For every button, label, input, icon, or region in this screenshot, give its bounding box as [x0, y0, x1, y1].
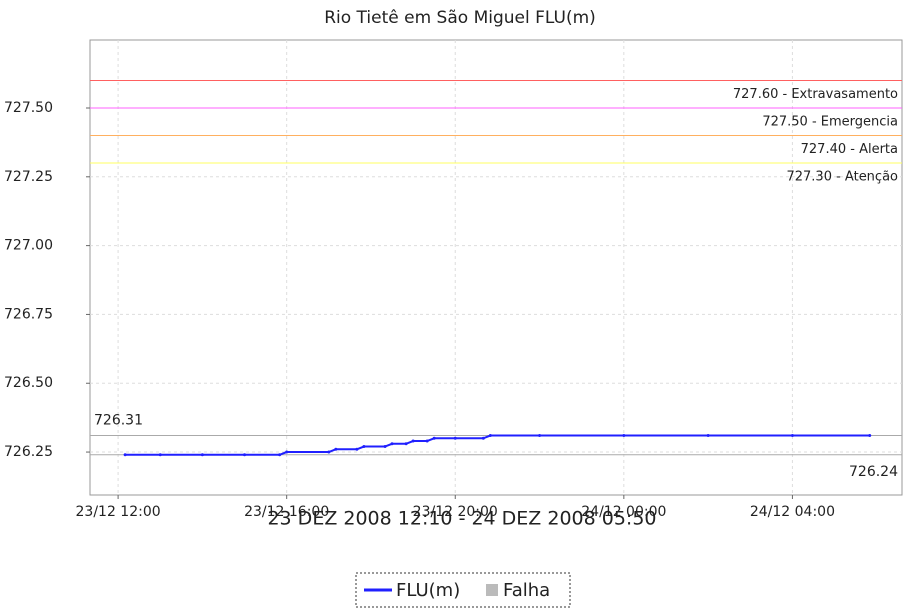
threshold-label: 727.60 - Extravasamento — [733, 87, 898, 102]
data-point — [481, 436, 485, 440]
chart-subtitle: 23 DEZ 2008 12:10 - 24 DEZ 2008 05:50 — [267, 508, 656, 530]
x-tick-label: 24/12 04:00 — [750, 504, 835, 520]
data-point — [432, 436, 436, 440]
y-tick-label: 726.75 — [4, 306, 53, 322]
threshold-label: 727.40 - Alerta — [801, 142, 898, 157]
data-point — [390, 442, 394, 446]
data-point — [158, 453, 162, 457]
x-tick-label: 24/12 00:00 — [581, 504, 666, 520]
legend-label: Falha — [503, 580, 550, 601]
data-point — [488, 434, 492, 438]
data-point — [411, 439, 415, 443]
y-tick-label: 726.50 — [4, 375, 53, 391]
data-point — [200, 453, 204, 457]
data-point — [327, 450, 331, 454]
legend-swatch — [486, 584, 498, 596]
data-point — [334, 447, 338, 451]
reference-label: 726.24 — [849, 464, 898, 480]
data-point — [790, 434, 794, 438]
data-point — [362, 445, 366, 449]
data-point — [355, 447, 359, 451]
data-point — [243, 453, 247, 457]
reference-label: 726.31 — [94, 413, 143, 429]
y-tick-label: 727.50 — [4, 100, 53, 116]
data-point — [706, 434, 710, 438]
data-line — [125, 434, 870, 456]
plot-area — [89, 39, 903, 496]
threshold-label: 727.50 - Emergencia — [762, 114, 898, 129]
data-point — [868, 434, 872, 438]
x-tick-label: 23/12 16:00 — [244, 504, 329, 520]
data-point — [285, 450, 289, 454]
data-point — [123, 453, 127, 457]
data-point — [383, 445, 387, 449]
data-point — [453, 436, 457, 440]
chart-title: Rio Tietê em São Miguel FLU(m) — [324, 8, 596, 28]
data-point — [622, 434, 626, 438]
data-point — [538, 434, 542, 438]
legend-label: FLU(m) — [396, 580, 460, 601]
y-tick-label: 727.25 — [4, 169, 53, 185]
threshold-label: 727.30 - Atenção — [786, 170, 898, 185]
y-tick-label: 726.25 — [4, 444, 53, 460]
data-point — [404, 442, 408, 446]
x-tick-label: 23/12 20:00 — [413, 504, 498, 520]
x-tick-label: 23/12 12:00 — [76, 504, 161, 520]
y-tick-label: 727.00 — [4, 238, 53, 254]
data-point — [278, 453, 282, 457]
data-point — [425, 439, 429, 443]
